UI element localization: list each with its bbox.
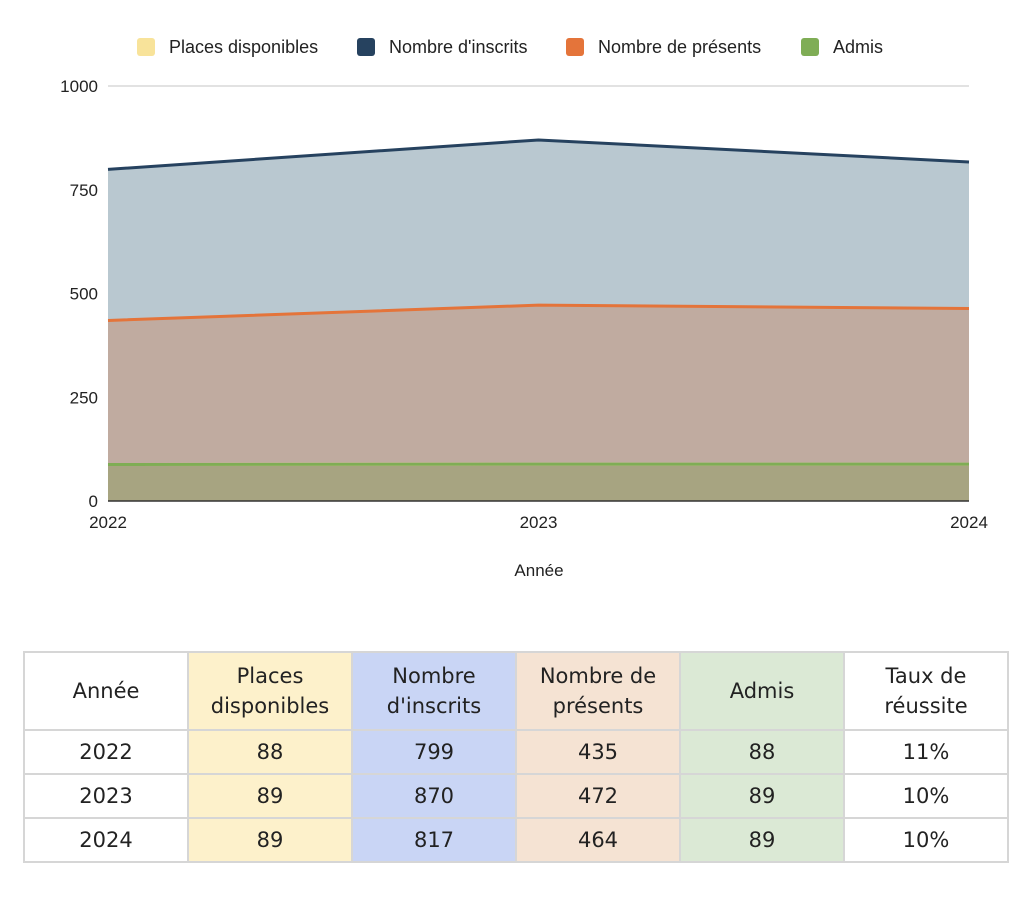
table-row: 2023 89 870 472 89 10% (23, 773, 1009, 819)
y-tick-label: 1000 (60, 77, 98, 96)
table-cell: 435 (515, 729, 681, 775)
y-tick-label: 500 (70, 285, 98, 304)
table-cell: 10% (843, 773, 1009, 819)
area-nombre-de-presents (108, 305, 969, 501)
chart-legend: Places disponibles Nombre d'inscrits Nombr… (0, 30, 1024, 64)
legend-item-nombre-d-inscrits: Nombre d'inscrits (357, 30, 527, 64)
table-cell: 799 (351, 729, 517, 775)
legend-swatch (357, 38, 375, 56)
series-lines (107, 138, 970, 466)
table-cell: 2022 (23, 729, 189, 775)
table-cell: 89 (187, 817, 353, 863)
table-cell: 89 (187, 773, 353, 819)
area-fills (108, 139, 969, 501)
x-tick-label: 2024 (950, 513, 988, 532)
table-cell: 464 (515, 817, 681, 863)
line-nombre-de-presents (107, 303, 970, 322)
line-nombre-d-inscrits (107, 138, 970, 171)
table-header-taux-de-reussite: Taux de réussite (843, 651, 1009, 731)
x-tick-label: 2022 (89, 513, 127, 532)
legend-label: Nombre d'inscrits (389, 36, 528, 57)
table-cell: 2023 (23, 773, 189, 819)
table-cell: 870 (351, 773, 517, 819)
table-cell: 817 (351, 817, 517, 863)
table-body: 2022 88 799 435 88 11% 2023 89 870 472 89 10% 2024 89… (23, 729, 1009, 863)
legend-label: Nombre de présents (598, 36, 762, 57)
legend-swatch (566, 38, 584, 56)
table-header-places-disponibles: Places disponibles (187, 651, 353, 731)
table-header-admis: Admis (679, 651, 845, 731)
table-cell: 89 (679, 773, 845, 819)
area-chart: 0 250 500 750 1000 2022 2023 2024 Année (60, 77, 988, 580)
legend-item-nombre-de-presents: Nombre de présents (566, 30, 761, 64)
table-row: 2024 89 817 464 89 10% (23, 817, 1009, 863)
legend-item-admis: Admis (801, 30, 883, 64)
legend-swatch (137, 38, 155, 56)
table-cell: 88 (187, 729, 353, 775)
table-header-nombre-de-presents: Nombre de présents (515, 651, 681, 731)
legend-label: Admis (833, 36, 884, 57)
x-tick-label: 2023 (520, 513, 558, 532)
axes: 0 250 500 750 1000 2022 2023 2024 (60, 77, 988, 532)
y-tick-label: 0 (89, 492, 98, 511)
legend-swatch (801, 38, 819, 56)
legend-label: Places disponibles (169, 36, 319, 57)
area-admis (108, 464, 969, 501)
table-cell: 11% (843, 729, 1009, 775)
table-header-row: Année Places disponibles Nombre d'inscrits… (23, 651, 1009, 731)
table-cell: 472 (515, 773, 681, 819)
table-cell: 89 (679, 817, 845, 863)
table-row: 2022 88 799 435 88 11% (23, 729, 1009, 775)
table-cell: 88 (679, 729, 845, 775)
x-axis-title: Année (514, 561, 563, 580)
table-header-nombre-d-inscrits: Nombre d'inscrits (351, 651, 517, 731)
table-cell: 10% (843, 817, 1009, 863)
legend-item-places-disponibles: Places disponibles (137, 30, 318, 64)
y-tick-label: 750 (70, 181, 98, 200)
y-tick-label: 250 (70, 388, 98, 407)
data-table: Année Places disponibles Nombre d'inscrits… (23, 651, 1009, 863)
table-header-annee: Année (23, 651, 189, 731)
table-cell: 2024 (23, 817, 189, 863)
